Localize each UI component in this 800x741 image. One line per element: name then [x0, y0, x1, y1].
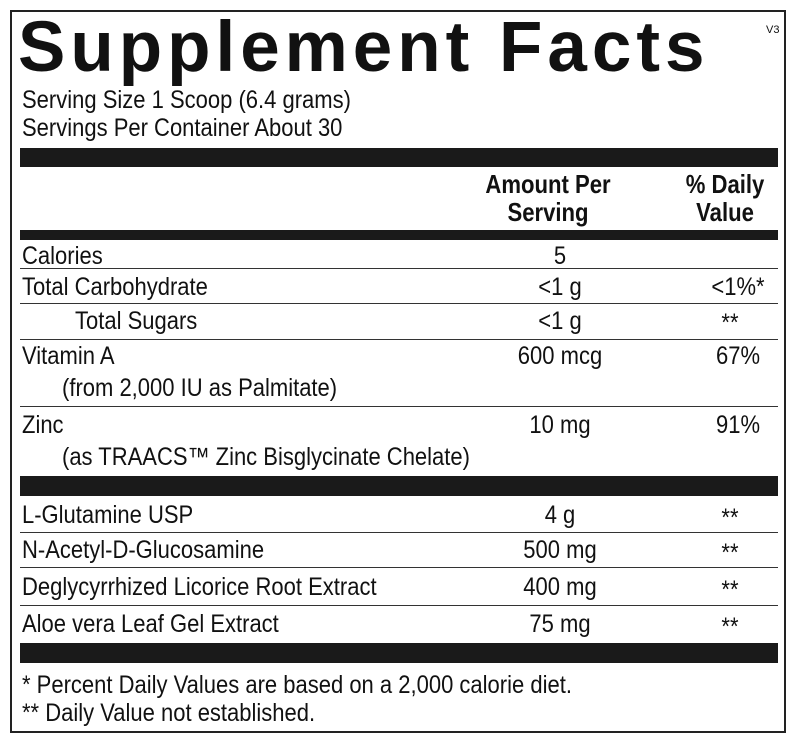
header-daily-value: % Daily Value [640, 170, 800, 226]
row-name: L-Glutamine USP [22, 501, 194, 529]
row-divider [20, 268, 778, 269]
row-dv: ** [721, 613, 739, 641]
row-amount: 600 mcg [517, 342, 603, 370]
row-amount: 500 mg [523, 536, 597, 564]
row-divider [20, 339, 778, 340]
divider-bar [20, 148, 778, 167]
row-dv: ** [721, 504, 739, 532]
row-name: Total Sugars [75, 307, 198, 335]
divider-bar [20, 476, 778, 496]
row-name: Total Carbohydrate [22, 273, 208, 301]
row-amount: <1 g [538, 307, 582, 335]
row-amount: 400 mg [523, 573, 597, 601]
label-title: Supplement Facts [18, 8, 710, 87]
footnote-daily-values: * Percent Daily Values are based on a 2,… [22, 671, 572, 699]
header-dv-line2: Value [696, 197, 754, 227]
row-divider [20, 532, 778, 533]
header-dv-line1: % Daily [685, 169, 765, 199]
row-divider [20, 605, 778, 606]
row-amount: <1 g [538, 273, 582, 301]
row-amount: 4 g [544, 501, 576, 529]
header-amount: Amount Per Serving [463, 170, 633, 226]
serving-size: Serving Size 1 Scoop (6.4 grams) [22, 86, 351, 114]
row-divider [20, 567, 778, 568]
row-name: Vitamin A [22, 342, 115, 370]
header-amount-line1: Amount Per [485, 169, 611, 199]
footnote-not-established: ** Daily Value not established. [22, 699, 316, 727]
row-amount: 10 mg [529, 411, 591, 439]
label-border [10, 10, 786, 733]
servings-per-container: Servings Per Container About 30 [22, 114, 343, 142]
row-name: Deglycyrrhized Licorice Root Extract [22, 573, 377, 601]
row-dv: ** [721, 309, 739, 337]
header-amount-line2: Serving [507, 197, 589, 227]
row-sub: (from 2,000 IU as Palmitate) [62, 374, 338, 402]
row-dv: ** [721, 539, 739, 567]
row-name: Aloe vera Leaf Gel Extract [22, 610, 279, 638]
divider-bar [20, 230, 778, 240]
row-dv: ** [721, 576, 739, 604]
row-amount: 75 mg [529, 610, 591, 638]
row-amount: 5 [553, 242, 567, 270]
version-mark: V3 [766, 24, 780, 36]
row-dv: <1%* [711, 273, 765, 301]
row-name: N-Acetyl-D-Glucosamine [22, 536, 265, 564]
row-dv: 91% [715, 411, 761, 439]
row-dv: 67% [715, 342, 761, 370]
row-name: Zinc [22, 411, 64, 439]
divider-bar [20, 643, 778, 663]
row-name: Calories [22, 242, 103, 270]
row-divider [20, 406, 778, 407]
row-divider [20, 303, 778, 304]
row-sub: (as TRAACS™ Zinc Bisglycinate Chelate) [62, 443, 470, 471]
